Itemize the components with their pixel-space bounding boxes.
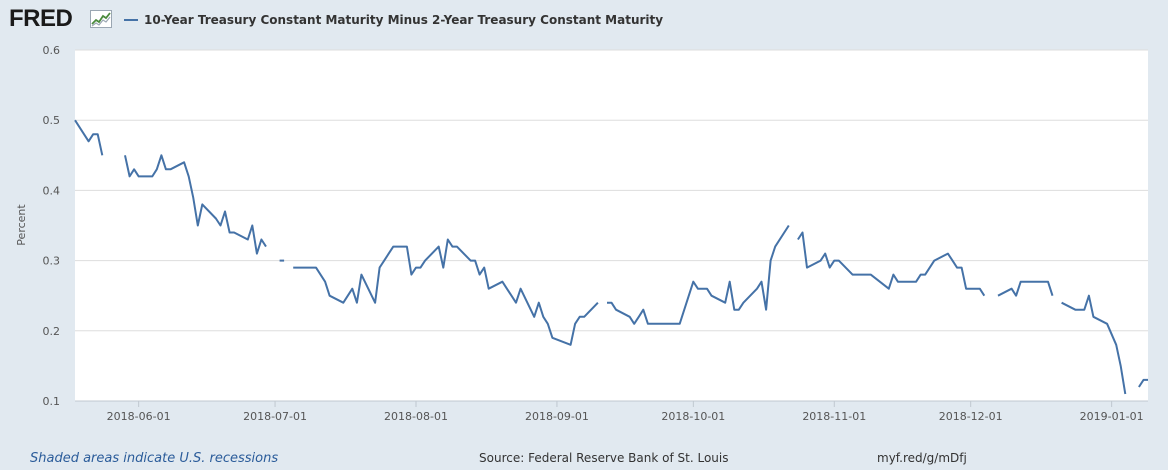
series-lines[interactable]: [74, 119, 1148, 395]
x-tick-label: 2018-09-01: [525, 410, 589, 423]
chart-legend[interactable]: 10-Year Treasury Constant Maturity Minus…: [124, 11, 663, 29]
series-line-segment[interactable]: [797, 231, 986, 297]
x-tick-label: 2018-06-01: [107, 410, 171, 423]
series-line-segment[interactable]: [1061, 294, 1127, 395]
x-tick-label: 2018-12-01: [939, 410, 1003, 423]
fred-logo[interactable]: FRED: [9, 5, 73, 32]
series-line-segment[interactable]: [997, 280, 1054, 297]
chart-footer: Shaded areas indicate U.S. recessions So…: [0, 448, 1168, 468]
x-tick-label: 2018-07-01: [243, 410, 307, 423]
chart-header: FRED 10-Year Treasury Constant Maturity …: [0, 0, 1168, 40]
series-line-segment[interactable]: [1138, 378, 1148, 388]
x-tick-label: 2018-10-01: [661, 410, 725, 423]
series-line-segment[interactable]: [607, 224, 790, 325]
plot-area: [75, 50, 1148, 401]
legend-swatch: [124, 19, 138, 21]
source-note: Source: Federal Reserve Bank of St. Loui…: [479, 451, 729, 465]
trend-graph-icon: [90, 10, 112, 28]
y-tick-label: 0.1: [43, 395, 61, 408]
x-tick-label: 2019-01-01: [1080, 410, 1144, 423]
gridlines: [75, 49, 1148, 332]
legend-label: 10-Year Treasury Constant Maturity Minus…: [144, 13, 664, 27]
series-line-segment[interactable]: [293, 238, 599, 346]
series-line-segment[interactable]: [74, 119, 104, 156]
x-tick-label: 2018-08-01: [384, 410, 448, 423]
x-tick-label: 2018-11-01: [802, 410, 866, 423]
short-url-link[interactable]: myf.red/g/mDfj: [877, 451, 967, 465]
y-axis-ticks: 0.1 0.2 0.3 0.4 0.5 0.6: [43, 44, 61, 408]
y-tick-label: 0.2: [43, 325, 61, 338]
y-tick-label: 0.4: [43, 184, 61, 197]
line-chart: 0.10.20.30.40.50.6 2018-06-01 2018-07-01 2…: [15, 44, 1148, 423]
recession-note: Shaded areas indicate U.S. recessions: [30, 451, 279, 466]
y-tick-label: 0.5: [43, 114, 61, 127]
x-axis-ticks: 2018-06-01 2018-07-01 2018-08-01 2018-09-01…: [75, 400, 1148, 423]
y-tick-label: 0.3: [43, 255, 61, 268]
series-line-segment[interactable]: [124, 154, 267, 255]
y-tick-label: 0.6: [43, 44, 61, 57]
y-axis-title: Percent: [15, 204, 28, 246]
